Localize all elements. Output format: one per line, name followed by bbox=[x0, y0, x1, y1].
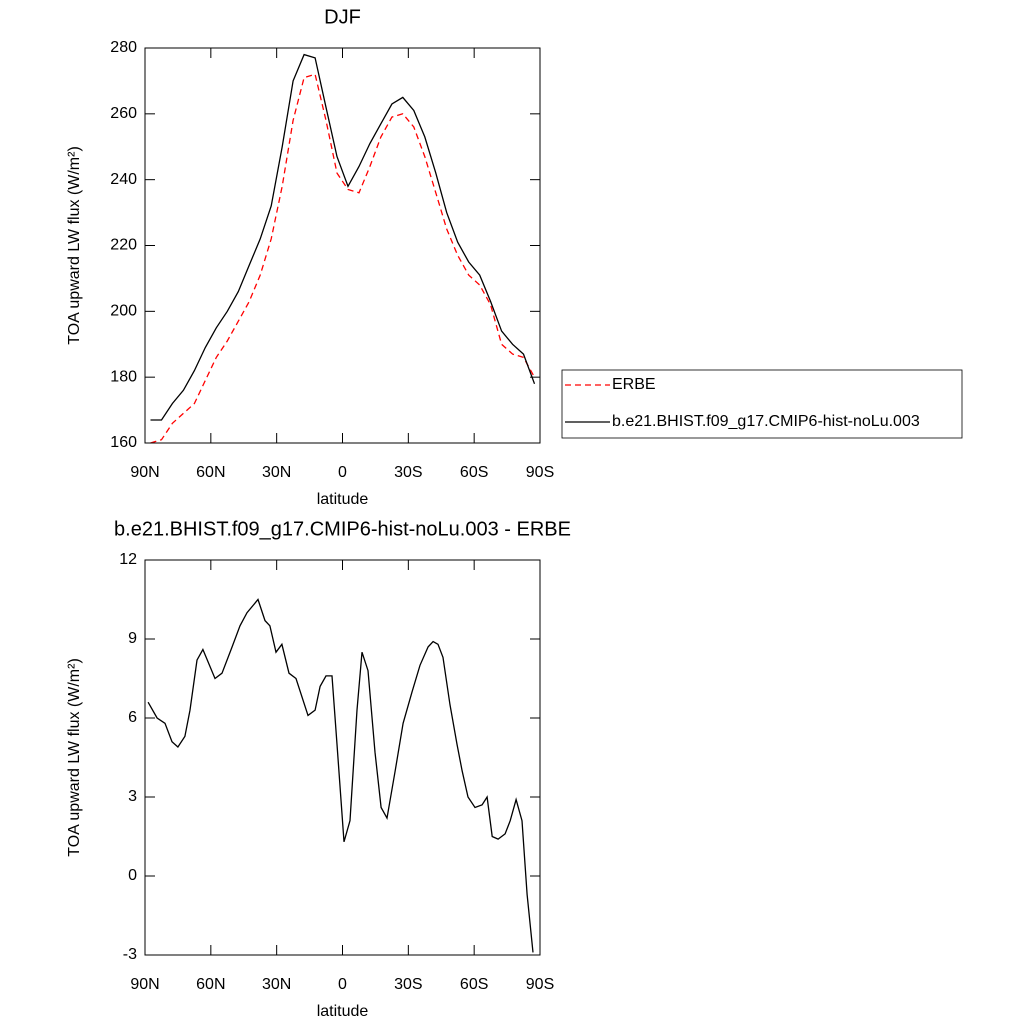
y-tick-label: 6 bbox=[128, 709, 137, 726]
y-tick-label: 280 bbox=[110, 39, 137, 56]
x-tick-label: 0 bbox=[338, 464, 347, 481]
y-tick-label: 200 bbox=[110, 303, 137, 320]
x-tick-label: 60N bbox=[196, 976, 225, 993]
chart-title: DJF bbox=[324, 6, 361, 28]
y-tick-label: -3 bbox=[123, 946, 137, 963]
x-tick-label: 30N bbox=[262, 464, 291, 481]
y-tick-label: 12 bbox=[119, 551, 137, 568]
x-tick-label: 30N bbox=[262, 976, 291, 993]
y-tick-label: 180 bbox=[110, 368, 137, 385]
data-line bbox=[150, 53, 536, 421]
x-tick-label: 90N bbox=[130, 976, 159, 993]
x-tick-label: 60S bbox=[460, 464, 488, 481]
legend-box bbox=[561, 369, 963, 439]
x-axis-label: latitude bbox=[317, 1003, 369, 1020]
x-tick-label: 60S bbox=[460, 976, 488, 993]
x-tick-label: 0 bbox=[338, 976, 347, 993]
x-tick-label: 90N bbox=[130, 464, 159, 481]
y-tick-label: 0 bbox=[128, 867, 137, 884]
y-axis-label: TOA upward LW flux (W/m²) bbox=[66, 146, 83, 345]
legend-label: ERBE bbox=[612, 376, 656, 393]
legend-label: b.e21.BHIST.f09_g17.CMIP6-hist-noLu.003 bbox=[612, 413, 920, 430]
x-tick-label: 60N bbox=[196, 464, 225, 481]
y-tick-label: 260 bbox=[110, 105, 137, 122]
x-tick-label: 30S bbox=[394, 976, 422, 993]
data-line bbox=[147, 598, 534, 953]
y-tick-label: 3 bbox=[128, 788, 137, 805]
chart-title: b.e21.BHIST.f09_g17.CMIP6-hist-noLu.003 … bbox=[114, 518, 571, 540]
x-tick-label: 90S bbox=[526, 976, 554, 993]
x-axis-label: latitude bbox=[317, 491, 369, 508]
y-tick-label: 220 bbox=[110, 237, 137, 254]
plot-frame bbox=[144, 47, 541, 444]
plot-frame bbox=[144, 559, 541, 956]
y-tick-label: 240 bbox=[110, 171, 137, 188]
y-tick-label: 160 bbox=[110, 434, 137, 451]
x-tick-label: 30S bbox=[394, 464, 422, 481]
data-line bbox=[150, 73, 536, 444]
y-axis-label: TOA upward LW flux (W/m²) bbox=[66, 658, 83, 857]
x-tick-label: 90S bbox=[526, 464, 554, 481]
y-tick-label: 9 bbox=[128, 630, 137, 647]
